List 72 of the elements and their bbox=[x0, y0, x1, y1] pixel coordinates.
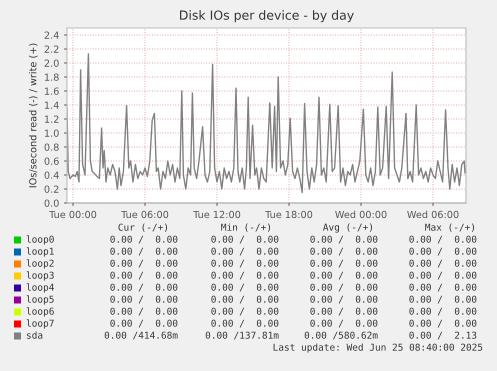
y-tick-label: 1.6 bbox=[44, 87, 59, 95]
legend-label: loop5 bbox=[26, 295, 54, 305]
text: Last update: Wed Jun 25 08:40:00 2025 bbox=[274, 343, 482, 353]
text: 0.00 / 0.00 bbox=[110, 296, 178, 304]
text: 0.00 / 0.00 bbox=[110, 248, 178, 256]
y-tick-label: 1.8 bbox=[44, 73, 59, 81]
legend-label: loop1 bbox=[26, 247, 54, 257]
text: 0.00 / 0.00 bbox=[310, 320, 378, 328]
text: 0.00 / 0.00 bbox=[110, 308, 178, 316]
x-tick-label: Wed 00:00 bbox=[335, 210, 387, 218]
text: 0.00 /580.62m bbox=[304, 332, 378, 340]
text: Avg (-/+) bbox=[323, 223, 372, 233]
legend-label: loop2 bbox=[26, 259, 54, 269]
y-tick-label: 1.4 bbox=[44, 102, 59, 109]
text: 0.00 / 0.00 bbox=[310, 296, 378, 304]
text: 0.00 / 0.00 bbox=[409, 296, 476, 304]
x-tick-label: Wed 06:00 bbox=[407, 210, 459, 218]
x-tick-label: Tue 12:00 bbox=[193, 210, 240, 218]
text: 0.00 / 0.00 bbox=[110, 260, 178, 268]
text: Cur (-/+) bbox=[118, 223, 168, 232]
text: 0.00 / 0.00 bbox=[310, 260, 378, 268]
legend-label: loop4 bbox=[26, 283, 54, 293]
text: Max (-/+) bbox=[425, 223, 474, 232]
text: 0.00 / 0.00 bbox=[211, 308, 278, 316]
text: 0.00 / 0.00 bbox=[211, 284, 278, 292]
text: 0.00 / 0.00 bbox=[211, 236, 278, 244]
text: 0.00 / 0.00 bbox=[211, 272, 278, 280]
y-tick-label: 1.0 bbox=[44, 129, 59, 137]
y-tick-label: 0.4 bbox=[44, 171, 59, 179]
text: 0.00 / 0.00 bbox=[211, 320, 278, 328]
text: 0.00 / 0.00 bbox=[409, 248, 476, 256]
x-tick-label: Tue 00:00 bbox=[49, 210, 96, 218]
line-series bbox=[67, 53, 466, 194]
chart-title: Disk IOs per device - by day bbox=[180, 10, 354, 22]
legend-label: loop0 bbox=[26, 235, 54, 245]
text: 0.00 / 0.00 bbox=[409, 260, 476, 268]
text: 0.00 / 0.00 bbox=[310, 272, 378, 280]
text: 0.00 / 0.00 bbox=[409, 284, 476, 292]
text: 0.00 / 2.13 bbox=[409, 332, 476, 340]
text: 0.00 / 0.00 bbox=[310, 236, 378, 244]
text: 0.00 / 0.00 bbox=[110, 236, 178, 244]
text: 0.00 /137.81m bbox=[206, 332, 279, 340]
text: 0.00 / 0.00 bbox=[310, 284, 378, 292]
text: 0.00 / 0.00 bbox=[211, 260, 278, 268]
y-tick-label: 0.6 bbox=[44, 157, 59, 165]
x-tick-label: Tue 06:00 bbox=[121, 210, 168, 218]
legend-label: loop6 bbox=[26, 307, 54, 317]
text: Min (-/+) bbox=[221, 223, 270, 232]
text: 0.00 / 0.00 bbox=[211, 248, 278, 256]
text: 0.00 / 0.00 bbox=[310, 308, 378, 316]
y-tick-label: 2.0 bbox=[44, 59, 59, 67]
text: 0.00 / 0.00 bbox=[409, 272, 476, 280]
y-tick-label: 2.2 bbox=[44, 45, 58, 53]
y-tick-label: 2.4 bbox=[44, 31, 59, 39]
x-tick-label: Tue 18:00 bbox=[265, 210, 312, 218]
text: 0.00 / 0.00 bbox=[211, 296, 278, 304]
y-tick-label: 0.8 bbox=[44, 143, 59, 151]
y-axis-title: IOs/second read (-) / write (+) bbox=[28, 44, 38, 188]
y-tick-label: 0.0 bbox=[44, 199, 59, 207]
text: 0.00 / 0.00 bbox=[409, 320, 476, 328]
text: 0.00 / 0.00 bbox=[110, 284, 178, 292]
legend-label: loop7 bbox=[26, 319, 54, 329]
text: 0.00 / 0.00 bbox=[310, 248, 378, 256]
y-tick-label: 1.2 bbox=[44, 115, 58, 123]
text: 0.00 / 0.00 bbox=[409, 308, 476, 316]
text: 0.00 / 0.00 bbox=[409, 236, 476, 244]
text: 0.00 / 0.00 bbox=[110, 272, 178, 280]
y-tick-label: 0.2 bbox=[44, 185, 58, 193]
text: 0.00 /414.68m bbox=[104, 332, 178, 340]
text: 0.00 / 0.00 bbox=[110, 320, 178, 328]
legend-label: sda bbox=[26, 331, 42, 339]
legend-label: loop3 bbox=[26, 271, 54, 281]
